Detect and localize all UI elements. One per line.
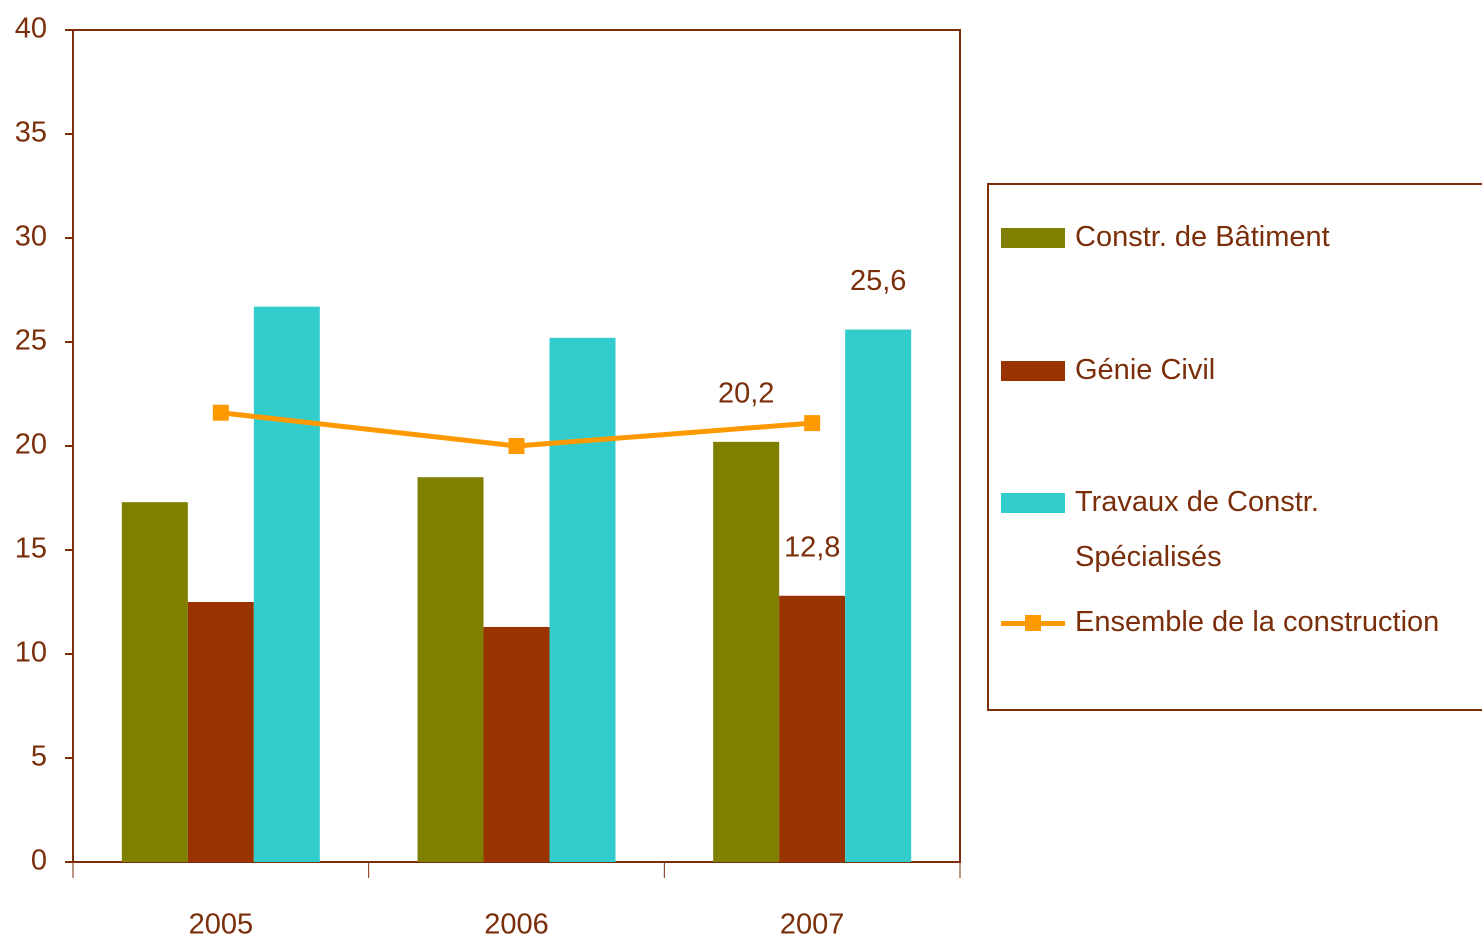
bar xyxy=(187,602,254,862)
bar xyxy=(845,329,912,862)
data-label: 20,2 xyxy=(718,377,774,409)
legend-swatch xyxy=(1001,228,1065,248)
line-marker xyxy=(508,438,525,454)
y-tick-label: 15 xyxy=(15,533,47,565)
y-tick-label: 35 xyxy=(15,117,47,149)
legend-label: Constr. de Bâtiment xyxy=(1075,221,1330,253)
line-marker xyxy=(804,415,821,432)
legend-entry: Génie Civil xyxy=(1001,343,1215,398)
line-marker xyxy=(212,404,229,421)
bar xyxy=(779,595,846,862)
bar xyxy=(121,502,188,862)
y-tick-label: 30 xyxy=(15,221,47,253)
data-label: 25,6 xyxy=(850,265,906,297)
legend-label: Travaux de Constr. Spécialisés xyxy=(1075,486,1319,573)
bar xyxy=(713,441,780,862)
legend-label: Ensemble de la construction xyxy=(1075,606,1440,638)
legend-entry: Travaux de Constr. Spécialisés xyxy=(1001,475,1365,585)
legend-entry: Ensemble de la construction xyxy=(1001,595,1439,650)
legend-swatch xyxy=(1001,361,1065,381)
x-tick-label: 2006 xyxy=(484,909,549,941)
bar xyxy=(549,337,616,863)
y-tick-label: 40 xyxy=(15,13,47,45)
legend-entry: Constr. de Bâtiment xyxy=(1001,210,1330,265)
bar xyxy=(483,626,550,862)
y-tick-label: 20 xyxy=(15,429,47,461)
legend-label: Génie Civil xyxy=(1075,354,1216,386)
y-tick-label: 5 xyxy=(31,741,47,773)
y-tick-label: 0 xyxy=(31,845,47,877)
bar xyxy=(417,477,484,862)
bar xyxy=(253,306,320,862)
x-tick-label: 2005 xyxy=(189,909,254,941)
data-label: 12,8 xyxy=(784,531,840,563)
y-tick-label: 10 xyxy=(15,637,47,669)
legend: Constr. de Bâtiment Génie Civil Travaux de… xyxy=(987,183,1482,711)
legend-swatch xyxy=(1001,615,1065,631)
y-tick-label: 25 xyxy=(15,325,47,357)
legend-swatch xyxy=(1001,493,1065,513)
legend-marker xyxy=(1025,615,1041,631)
x-tick-label: 2007 xyxy=(780,909,845,941)
